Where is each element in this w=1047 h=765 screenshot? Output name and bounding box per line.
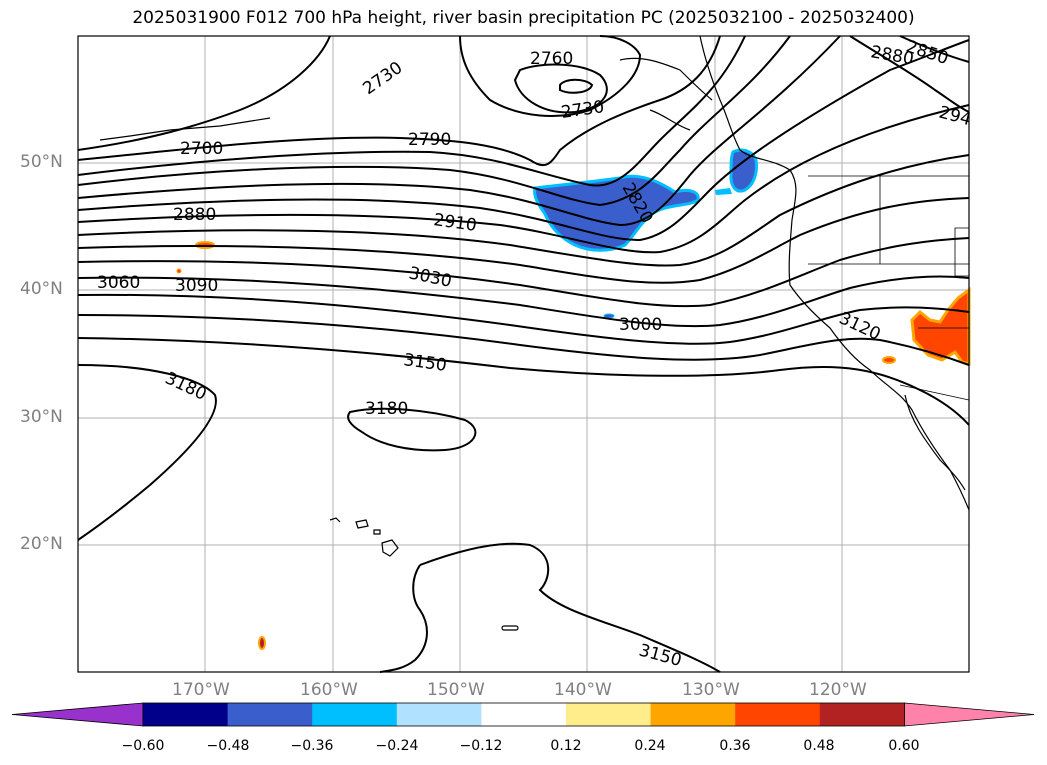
colorbar-tick: −0.24 <box>375 738 419 754</box>
contour-label: 2700 <box>180 139 223 159</box>
lon-label: 150°W <box>427 680 485 700</box>
negative-anomaly-coast <box>729 148 758 193</box>
height-contours <box>77 35 970 673</box>
lon-label: 120°W <box>809 680 867 700</box>
contour-2940 <box>77 104 970 254</box>
colorbar-swatch <box>143 703 229 726</box>
contour-2730-west <box>77 35 331 151</box>
lat-label: 20°N <box>20 534 63 554</box>
mexico-border <box>899 384 970 401</box>
hawaii-4 <box>373 529 381 535</box>
hawaii-3 <box>381 539 399 557</box>
contour-2880-ne <box>849 35 970 113</box>
colorbar-tick: −0.48 <box>206 738 250 754</box>
contour-3150-south <box>419 542 721 673</box>
contour-3180-west <box>77 364 217 541</box>
positive-anomaly-dot-4 <box>176 268 182 274</box>
contour-label: 2760 <box>530 49 573 69</box>
coastlines <box>99 35 970 631</box>
contour-label: 3090 <box>175 276 218 296</box>
map-frame <box>77 35 970 673</box>
contour-2760-loop <box>459 35 642 117</box>
colorbar-tick: −0.12 <box>459 738 503 754</box>
map-panel <box>78 36 969 672</box>
negative-anomaly-small <box>715 188 732 195</box>
contour-3150 <box>77 337 970 426</box>
contour-2850 <box>77 35 791 207</box>
contour-3180-loop <box>347 407 477 452</box>
colorbar-tick: 0.60 <box>888 738 920 754</box>
small-island <box>501 625 519 631</box>
contour-2880 <box>77 35 841 227</box>
hawaii-1 <box>329 517 341 523</box>
contour-3090 <box>77 293 970 345</box>
positive-anomaly-dot-2 <box>258 636 266 650</box>
colorbar-swatch <box>735 703 821 726</box>
colorbar-tick: 0.24 <box>634 738 666 754</box>
positive-anomaly-dot-3 <box>882 356 896 364</box>
borders <box>808 175 970 401</box>
lat-label: 50°N <box>20 152 63 172</box>
contour-2730-inner <box>559 78 594 94</box>
positive-anomaly-california <box>910 287 971 366</box>
hawaii-2 <box>355 519 369 529</box>
contour-2820 <box>77 35 746 187</box>
contour-label: 2880 <box>173 205 216 225</box>
lon-label: 130°W <box>682 680 740 700</box>
colorbar-tick: −0.60 <box>121 738 165 754</box>
colorbar-swatch <box>650 703 736 726</box>
lat-label: 40°N <box>20 279 63 299</box>
colorbar-swatch <box>481 703 567 726</box>
map-title: 2025031900 F012 700 hPa height, river ba… <box>132 8 915 28</box>
colorbar-swatch <box>396 703 482 726</box>
colorbar-frame <box>142 702 905 727</box>
lat-label: 30°N <box>20 407 63 427</box>
lon-label: 140°W <box>554 680 612 700</box>
colorbar-swatch <box>312 703 398 726</box>
alaska-coast <box>619 57 713 131</box>
contour-label: 2790 <box>408 130 451 150</box>
contour-3000 <box>77 197 970 284</box>
aleutian-chain <box>99 117 271 141</box>
contour-2730-loop <box>513 63 608 114</box>
contour-label: 3060 <box>97 273 140 293</box>
colorbar-extend-low <box>11 702 144 727</box>
contour-3060 <box>77 275 970 328</box>
colorbar-swatch <box>819 703 905 726</box>
contour-3150-south-b <box>379 564 428 673</box>
colorbar-extend-high <box>904 702 1035 727</box>
lon-label: 160°W <box>300 680 358 700</box>
colorbar-tick: 0.36 <box>719 738 751 754</box>
colorbar-swatch <box>566 703 652 726</box>
lon-label: 170°W <box>172 680 230 700</box>
colorbar <box>11 702 1035 727</box>
colorbar-swatch <box>227 703 313 726</box>
colorbar-tick: 0.12 <box>550 738 582 754</box>
contour-label: 3000 <box>619 315 662 335</box>
contour-2970 <box>77 154 970 267</box>
contour-label: 3180 <box>365 399 408 419</box>
contour-2850-ne <box>899 35 970 63</box>
contour-3030 <box>77 237 970 308</box>
baja-california <box>904 394 966 491</box>
contour-3120 <box>77 314 970 366</box>
colorbar-tick: 0.48 <box>803 738 835 754</box>
colorbar-tick: −0.36 <box>290 738 334 754</box>
north-america-coast <box>699 35 970 511</box>
contour-2790 <box>77 35 721 167</box>
contour-2910 <box>77 39 970 242</box>
